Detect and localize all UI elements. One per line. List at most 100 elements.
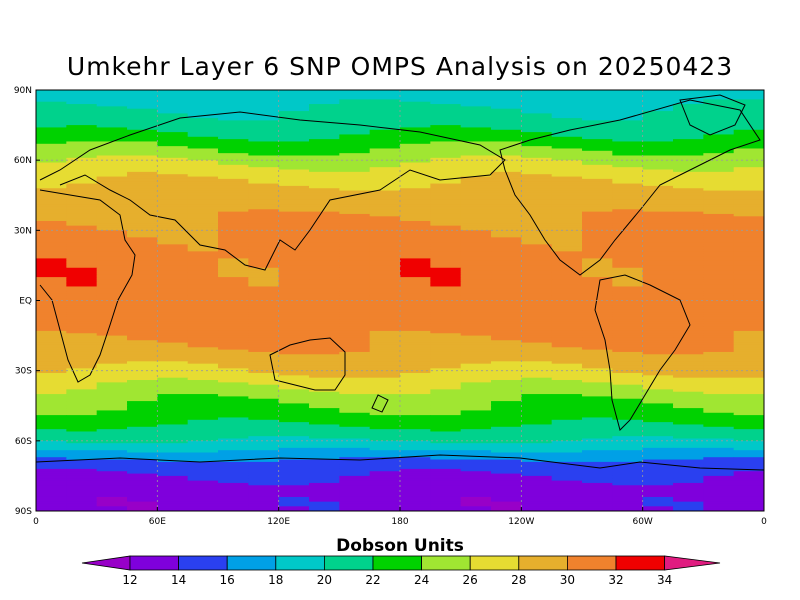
contour-cell xyxy=(187,319,219,323)
contour-cell xyxy=(96,312,128,316)
contour-cell xyxy=(248,401,280,404)
contour-cell xyxy=(157,122,189,126)
contour-cell xyxy=(612,141,644,145)
contour-cell xyxy=(582,305,613,309)
contour-cell xyxy=(673,230,704,234)
contour-cell xyxy=(612,305,644,309)
contour-cell xyxy=(551,436,583,439)
contour-cell xyxy=(248,436,280,439)
contour-cell xyxy=(703,440,735,444)
contour-cell xyxy=(218,382,249,386)
contour-cell xyxy=(612,468,644,472)
contour-cell xyxy=(491,239,522,243)
contour-cell xyxy=(187,267,219,271)
contour-cell xyxy=(339,127,371,131)
contour-cell xyxy=(582,274,613,278)
contour-cell xyxy=(36,358,67,362)
contour-cell xyxy=(127,351,158,355)
contour-cell xyxy=(66,223,98,227)
contour-cell xyxy=(703,122,735,126)
contour-cell xyxy=(96,284,128,287)
contour-cell xyxy=(582,478,613,482)
contour-cell xyxy=(673,104,704,107)
contour-cell xyxy=(157,111,189,114)
contour-cell xyxy=(703,263,735,266)
contour-cell xyxy=(582,192,613,196)
contour-cell xyxy=(582,354,613,358)
contour-cell xyxy=(36,312,67,316)
contour-cell xyxy=(187,300,219,304)
contour-cell xyxy=(157,419,189,423)
contour-cell xyxy=(157,153,189,156)
contour-cell xyxy=(673,101,704,105)
contour-cell xyxy=(460,496,492,500)
contour-cell xyxy=(309,461,340,465)
contour-cell xyxy=(278,447,310,451)
contour-cell xyxy=(612,391,644,395)
contour-cell xyxy=(96,380,128,383)
contour-cell xyxy=(66,438,98,442)
contour-cell xyxy=(187,454,219,458)
contour-cell xyxy=(339,337,371,341)
contour-cell xyxy=(66,141,98,145)
contour-cell xyxy=(582,373,613,376)
contour-cell xyxy=(673,263,704,266)
contour-cell xyxy=(157,104,189,107)
contour-cell xyxy=(400,307,431,311)
contour-cell xyxy=(309,471,340,475)
contour-cell xyxy=(369,253,401,257)
contour-cell xyxy=(96,246,128,250)
contour-cell xyxy=(369,216,401,220)
contour-cell xyxy=(642,473,674,477)
contour-cell xyxy=(339,136,371,140)
contour-cell xyxy=(733,487,765,491)
contour-cell xyxy=(369,443,401,447)
contour-cell xyxy=(278,487,310,491)
contour-cell xyxy=(248,373,280,376)
contour-cell xyxy=(187,337,219,341)
contour-cell xyxy=(703,396,735,400)
contour-cell xyxy=(521,370,553,374)
contour-cell xyxy=(157,461,189,465)
contour-cell xyxy=(36,295,67,299)
contour-cell xyxy=(400,459,431,463)
contour-cell xyxy=(703,429,735,432)
contour-cell xyxy=(218,494,249,498)
contour-cell xyxy=(309,167,340,171)
contour-cell xyxy=(491,354,522,358)
contour-cell xyxy=(521,347,553,351)
contour-cell xyxy=(309,429,340,432)
contour-cell xyxy=(66,183,98,187)
contour-cell xyxy=(36,403,67,407)
contour-cell xyxy=(36,167,67,171)
contour-cell xyxy=(369,330,401,334)
contour-cell xyxy=(248,302,280,306)
contour-cell xyxy=(400,249,431,252)
contour-cell xyxy=(309,440,340,444)
contour-cell xyxy=(278,431,310,435)
contour-cell xyxy=(703,192,735,196)
contour-cell xyxy=(157,120,189,124)
contour-cell xyxy=(278,279,310,283)
contour-cell xyxy=(66,426,98,430)
contour-cell xyxy=(248,466,280,470)
contour-cell xyxy=(400,279,431,283)
contour-cell xyxy=(521,422,553,425)
contour-cell xyxy=(642,363,674,367)
contour-cell xyxy=(248,319,280,323)
contour-cell xyxy=(157,106,189,110)
contour-cell xyxy=(339,178,371,182)
contour-cell xyxy=(309,473,340,477)
contour-cell xyxy=(96,162,128,166)
contour-cell xyxy=(309,92,340,96)
contour-cell xyxy=(309,436,340,439)
contour-cell xyxy=(248,464,280,468)
contour-cell xyxy=(491,382,522,386)
contour-cell xyxy=(369,422,401,425)
contour-cell xyxy=(278,230,310,234)
contour-cell xyxy=(96,139,128,142)
contour-cell xyxy=(703,181,735,185)
contour-cell xyxy=(582,487,613,491)
contour-cell xyxy=(703,171,735,175)
contour-cell xyxy=(66,246,98,250)
